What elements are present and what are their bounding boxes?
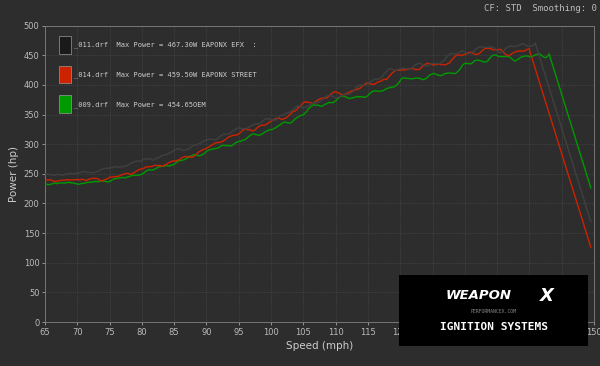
Text: _009.drf  Max Power = 454.65OEM: _009.drf Max Power = 454.65OEM: [74, 101, 206, 108]
FancyBboxPatch shape: [59, 36, 71, 54]
X-axis label: Speed (mph): Speed (mph): [286, 341, 353, 351]
Text: PERFORMANCEX.COM: PERFORMANCEX.COM: [470, 309, 517, 314]
Text: _014.drf  Max Power = 459.50W EAPONX STREET: _014.drf Max Power = 459.50W EAPONX STRE…: [74, 71, 257, 78]
Text: WEAPON: WEAPON: [445, 290, 511, 302]
Text: _011.drf  Max Power = 467.30W EAPONX EFX  :: _011.drf Max Power = 467.30W EAPONX EFX …: [74, 42, 257, 48]
Text: IGNITION SYSTEMS: IGNITION SYSTEMS: [439, 322, 548, 332]
FancyBboxPatch shape: [59, 95, 71, 113]
FancyBboxPatch shape: [396, 272, 591, 348]
Y-axis label: Power (hp): Power (hp): [10, 146, 19, 202]
Text: CF: STD  Smoothing: 0: CF: STD Smoothing: 0: [484, 4, 597, 13]
Text: X: X: [539, 287, 553, 305]
FancyBboxPatch shape: [59, 66, 71, 83]
